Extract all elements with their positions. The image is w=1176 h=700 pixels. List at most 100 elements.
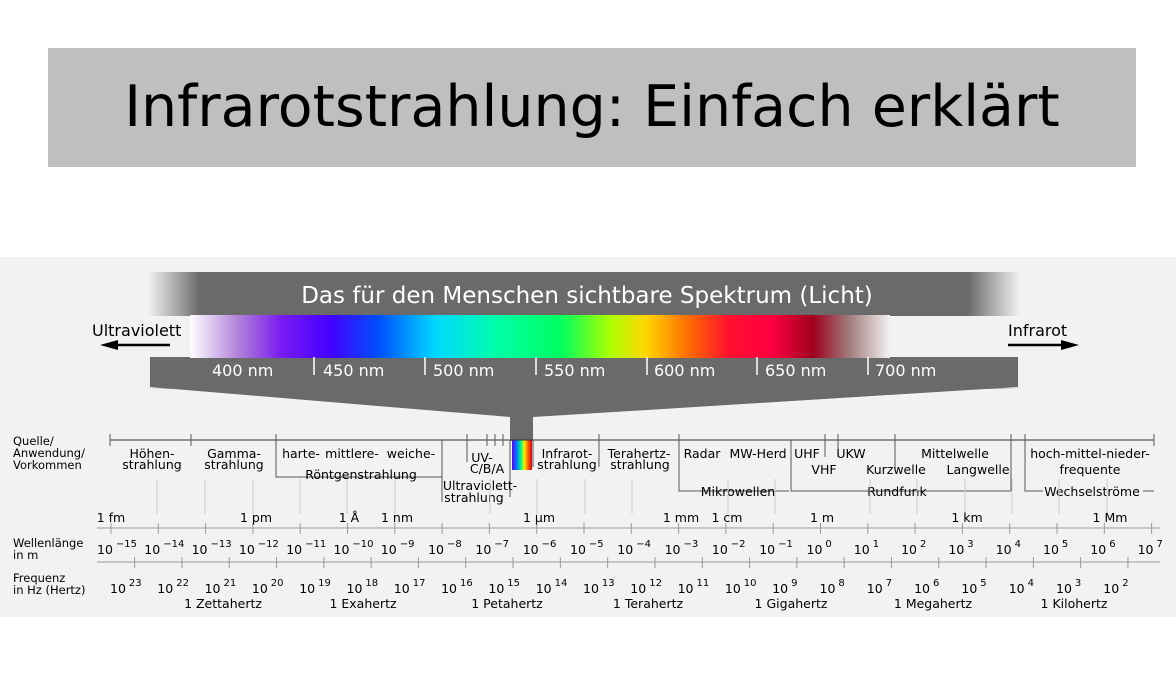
frequency-exponent: 10 9 (772, 578, 797, 596)
frequency-exponent: 10 7 (867, 578, 892, 596)
electromagnetic-spectrum-diagram: Das für den Menschen sichtbare Spektrum … (0, 257, 1176, 617)
band-labels: Höhen- strahlung Gamma- strahlung harte-… (122, 446, 1149, 505)
frequency-exponent: 10 16 (441, 578, 473, 596)
nieder-label: frequente (1059, 462, 1120, 477)
frequency-exponent: 10 6 (914, 578, 939, 596)
uv-label: C/B/A (470, 461, 505, 476)
nm-scale: 400 nm 450 nm 500 nm 550 nm 600 nm 650 n… (212, 357, 936, 380)
spectrum-banner-bar (148, 272, 1020, 316)
ultraviolett-strahlung-label: strahlung (444, 490, 503, 505)
frequency-exponent: 10 23 (110, 578, 142, 596)
wavelength-exponent: 10 1 (854, 539, 879, 557)
roentgen-type-label: weiche- (387, 446, 435, 461)
row-header-freq: Frequenz (13, 571, 65, 585)
length-unit: 1 pm (240, 510, 272, 525)
nm-label: 650 nm (765, 361, 826, 380)
length-unit: 1 m (810, 510, 834, 525)
wavelength-exponent: 10 −10 (334, 539, 374, 557)
ultraviolett-label: Ultraviolett (92, 321, 181, 340)
band-lines (109, 434, 1155, 502)
wavelength-exponent: 10 0 (807, 539, 832, 557)
infrarot-strahlung-label: strahlung (537, 457, 596, 472)
title-box: Infrarotstrahlung: Einfach erklärt (48, 48, 1136, 167)
roentgen-label: Röntgenstrahlung (305, 467, 417, 482)
wavelength-exponent: 10 −4 (617, 539, 651, 557)
wavelength-exponent: 10 6 (1090, 539, 1115, 557)
wavelength-exponent: 10 −12 (239, 539, 279, 557)
nm-label: 400 nm (212, 361, 273, 380)
row-header-anwendung: Anwendung/ (13, 446, 85, 460)
wavelength-exponent: 10 −3 (665, 539, 699, 557)
nm-label: 450 nm (323, 361, 384, 380)
length-unit: 1 nm (381, 510, 413, 525)
wavelength-exponent: 10 7 (1138, 539, 1163, 557)
scale-lines (97, 527, 1160, 563)
row-header-in-m: in m (13, 548, 38, 562)
row-header-quelle: Quelle/ (13, 434, 54, 448)
frequency-exponent: 10 12 (630, 578, 662, 596)
kurzwelle-label: Kurzwelle (866, 462, 926, 477)
spectrum-banner-text: Das für den Menschen sichtbare Spektrum … (301, 283, 873, 309)
length-unit: 1 km (951, 510, 982, 525)
length-unit: 1 fm (97, 510, 126, 525)
length-unit: 1 Å (339, 510, 360, 525)
hoehen-label: strahlung (122, 457, 181, 472)
infrarot-label: Infrarot (1008, 321, 1067, 340)
frequency-unit: 1 Petahertz (471, 596, 543, 611)
row-header-wellen: Wellenlänge (13, 536, 83, 550)
length-unit: 1 µm (523, 510, 555, 525)
frequency-exponent: 10 4 (1009, 578, 1034, 596)
nm-label: 500 nm (433, 361, 494, 380)
mikrowellen-label: Mikrowellen (701, 484, 775, 499)
infrarot-strahlung-label: Infrarot- (542, 446, 593, 461)
wavelength-exponent: 10 2 (901, 539, 926, 557)
length-unit-labels: 1 fm 1 pm 1 Å 1 nm 1 µm 1 mm 1 cm 1 m 1 … (97, 510, 1128, 525)
vhf-label: VHF (811, 462, 836, 477)
frequency-unit-labels: 1 Zettahertz 1 Exahertz 1 Petahertz 1 Te… (184, 596, 1108, 611)
frequency-exponent: 10 14 (536, 578, 568, 596)
frequency-exponent: 10 22 (157, 578, 189, 596)
row-header-hz: in Hz (Hertz) (13, 583, 85, 597)
mwherd-label: MW-Herd (729, 446, 786, 461)
frequency-exponent: 10 2 (1103, 578, 1128, 596)
length-unit: 1 mm (663, 510, 699, 525)
frequency-unit: 1 Zettahertz (184, 596, 262, 611)
langwelle-label: Langwelle (946, 462, 1009, 477)
wavelength-exponent: 10 −6 (523, 539, 557, 557)
wavelength-exponent-labels: 10 −15 10 −14 10 −13 10 −12 10 −11 10 −10 10 −9 10 −8 10… (97, 539, 1163, 557)
uhf-label: UHF (794, 446, 820, 461)
frequency-exponent-labels: 10 23 10 22 10 21 10 20 10 19 10 18 10 17 10 16 10 15 10 14… (110, 578, 1129, 596)
wavelength-exponent: 10 −13 (192, 539, 232, 557)
slide-title: Infrarotstrahlung: Einfach erklärt (124, 74, 1060, 140)
rundfunk-label: Rundfunk (867, 484, 927, 499)
roentgen-type-label: mittlere- (325, 446, 379, 461)
frequency-unit: 1 Megahertz (894, 596, 973, 611)
nm-label: 700 nm (875, 361, 936, 380)
frequency-exponent: 10 18 (347, 578, 379, 596)
length-unit: 1 cm (712, 510, 743, 525)
wavelength-exponent: 10 4 (996, 539, 1021, 557)
gamma-label: Gamma- (207, 446, 261, 461)
mini-spectrum-strip (512, 440, 532, 470)
frequency-exponent: 10 13 (583, 578, 615, 596)
roentgen-type-label: harte- (282, 446, 320, 461)
wavelength-exponent: 10 −11 (286, 539, 326, 557)
terahertz-label: Terahertz- (607, 446, 671, 461)
ultraviolett-strahlung-label: Ultraviolett- (443, 478, 517, 493)
nm-label: 550 nm (544, 361, 605, 380)
gamma-label: strahlung (204, 457, 263, 472)
frequency-unit: 1 Exahertz (329, 596, 397, 611)
frequency-exponent: 10 20 (252, 578, 284, 596)
row-headers: Quelle/ Anwendung/ Vorkommen Wellenlänge… (13, 434, 85, 597)
terahertz-label: strahlung (610, 457, 669, 472)
row-header-vorkommen: Vorkommen (13, 458, 82, 472)
wavelength-exponent: 10 −5 (570, 539, 604, 557)
wavelength-exponent: 10 −14 (144, 539, 184, 557)
wavelength-exponent: 10 −8 (428, 539, 462, 557)
nieder-label: hoch-mittel-nieder- (1030, 446, 1150, 461)
scale-ticks (110, 479, 1153, 568)
right-arrow-icon (1008, 340, 1079, 350)
hoehen-label: Höhen- (129, 446, 174, 461)
frequency-exponent: 10 15 (488, 578, 520, 596)
wavelength-exponent: 10 −2 (712, 539, 746, 557)
